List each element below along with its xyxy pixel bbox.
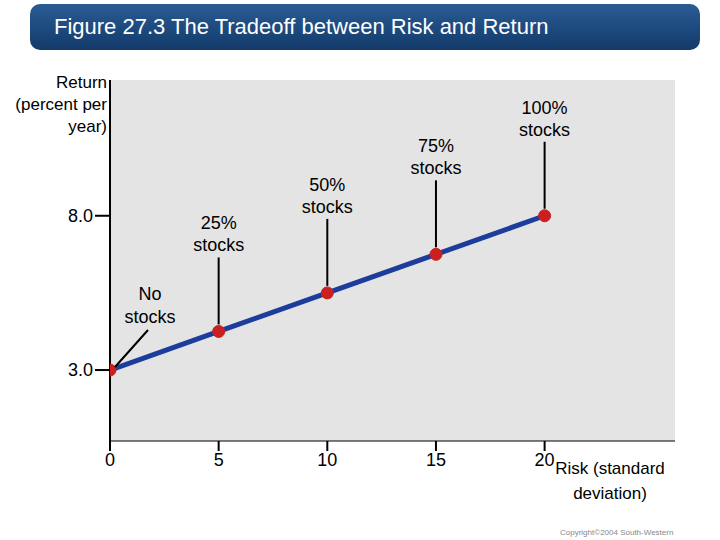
svg-text:75%: 75% xyxy=(418,136,454,156)
svg-text:3.0: 3.0 xyxy=(68,360,93,380)
svg-text:stocks: stocks xyxy=(410,158,461,178)
svg-text:20: 20 xyxy=(535,450,555,470)
svg-text:0: 0 xyxy=(105,450,115,470)
svg-text:stocks: stocks xyxy=(124,307,175,327)
svg-text:5: 5 xyxy=(214,450,224,470)
svg-text:stocks: stocks xyxy=(193,235,244,255)
html-text:Figure 27.3 The Tradeoff betwe: Figure 27.3 The Tradeoff between Risk an… xyxy=(54,14,549,39)
svg-text:stocks: stocks xyxy=(519,120,570,140)
svg-text:100%: 100% xyxy=(522,98,568,118)
html-text:Risk (standard deviation): Risk (standard deviation) xyxy=(555,459,665,503)
html-text:Copyright©2004 South-Western: Copyright©2004 South-Western xyxy=(560,528,674,537)
svg-text:10: 10 xyxy=(317,450,337,470)
svg-text:8.0: 8.0 xyxy=(68,206,93,226)
svg-text:50%: 50% xyxy=(309,175,345,195)
svg-text:No: No xyxy=(138,284,161,304)
svg-text:15: 15 xyxy=(426,450,446,470)
svg-text:25%: 25% xyxy=(201,213,237,233)
svg-text:stocks: stocks xyxy=(302,197,353,217)
html-text:Return (percent per year): Return (percent per year) xyxy=(15,73,107,136)
